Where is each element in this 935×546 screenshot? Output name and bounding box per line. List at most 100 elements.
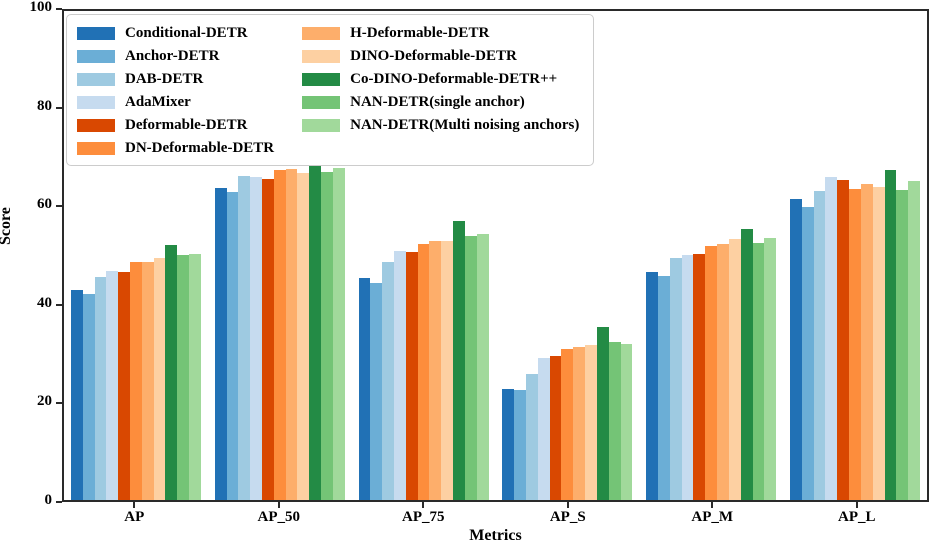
- legend-label: Conditional-DETR: [125, 25, 248, 41]
- bar: [297, 173, 310, 500]
- bar: [309, 160, 322, 500]
- bars: [70, 11, 201, 500]
- legend-item: NAN-DETR(Multi noising anchors): [302, 116, 579, 135]
- x-tick-label: AP_S: [549, 509, 586, 525]
- bar: [646, 272, 659, 500]
- bar: [238, 176, 251, 500]
- bar-group-ap_s: [495, 11, 639, 500]
- x-tick-mark: [422, 502, 425, 508]
- bar: [837, 179, 850, 500]
- legend-item: Conditional-DETR: [77, 24, 274, 43]
- bar: [908, 180, 920, 500]
- bar: [596, 327, 609, 500]
- bar: [813, 191, 826, 500]
- bar: [825, 177, 838, 500]
- bar: [394, 251, 406, 500]
- x-tick-ap_m: AP_M: [640, 502, 785, 532]
- bar: [129, 262, 142, 500]
- bars: [214, 11, 345, 500]
- legend-item: H-Deformable-DETR: [302, 24, 579, 43]
- legend-label: DN-Deformable-DETR: [125, 140, 275, 156]
- y-tick-label: 0: [44, 492, 53, 508]
- x-axis-title: Metrics: [469, 527, 522, 544]
- bar: [790, 199, 802, 500]
- x-tick-label: AP: [124, 509, 145, 525]
- legend-swatch-icon: [77, 73, 115, 86]
- bars: [502, 11, 633, 500]
- legend-label: AdaMixer: [125, 94, 191, 110]
- bar: [658, 275, 670, 500]
- bar: [358, 278, 371, 500]
- y-tick-mark: [56, 402, 62, 405]
- bar: [801, 206, 814, 500]
- bar: [141, 261, 154, 500]
- legend-item: DAB-DETR: [77, 70, 274, 89]
- legend-item: AdaMixer: [77, 93, 274, 112]
- bar: [165, 245, 178, 500]
- y-tick-mark: [56, 106, 62, 109]
- y-tick-label: 80: [37, 97, 52, 114]
- bar-groups-container: [64, 11, 927, 500]
- bar: [514, 390, 527, 500]
- legend-swatch-icon: [302, 50, 341, 63]
- bar: [896, 189, 909, 500]
- bar: [693, 253, 706, 500]
- bar: [728, 239, 741, 500]
- bar: [82, 294, 95, 500]
- legend-swatch-icon: [77, 50, 115, 63]
- bar-group-ap: [64, 11, 208, 500]
- bar: [285, 168, 298, 500]
- bar: [608, 341, 621, 500]
- bar: [884, 170, 897, 500]
- chart-legend: Conditional-DETR Anchor-DETR DAB-DETR AdaMi…: [66, 14, 595, 166]
- bar: [118, 271, 130, 500]
- legend-label: H-Deformable-DETR: [350, 25, 490, 41]
- x-tick-mark: [133, 502, 136, 508]
- bar: [526, 373, 538, 500]
- bar: [177, 255, 190, 500]
- bar: [189, 253, 201, 500]
- bar: [250, 177, 262, 500]
- x-tick-mark: [855, 502, 858, 508]
- legend-label: NAN-DETR(Multi noising anchors): [350, 117, 580, 133]
- bar-group-ap_50: [208, 11, 352, 500]
- x-tick-mark: [711, 502, 714, 508]
- bar: [669, 258, 682, 500]
- bar-group-ap_75: [352, 11, 496, 500]
- bar: [464, 235, 477, 500]
- legend-item: DINO-Deformable-DETR: [302, 47, 579, 66]
- legend-swatch-icon: [77, 142, 115, 155]
- bar: [502, 389, 515, 500]
- x-tick-ap: AP: [62, 502, 207, 532]
- bar: [561, 349, 574, 500]
- legend-label: Co-DINO-Deformable-DETR++: [350, 71, 558, 87]
- bar: [382, 261, 394, 500]
- bar: [717, 243, 729, 500]
- legend-label: DINO-Deformable-DETR: [350, 48, 517, 64]
- y-axis: 0 20 40 60 80 100: [0, 0, 62, 508]
- x-tick-ap_75: AP_75: [351, 502, 496, 532]
- bar: [70, 289, 83, 500]
- legend-swatch-icon: [77, 96, 115, 109]
- bar: [764, 237, 777, 500]
- y-tick-mark: [56, 303, 62, 306]
- bar: [860, 184, 873, 500]
- bar: [94, 277, 107, 500]
- bar: [214, 187, 227, 500]
- x-tick-label: AP_M: [691, 509, 734, 525]
- y-tick-mark: [56, 501, 62, 503]
- y-tick-label: 100: [29, 0, 53, 15]
- legend-label: DAB-DETR: [125, 71, 204, 87]
- x-tick-label: AP_75: [402, 509, 445, 525]
- bar: [332, 168, 345, 500]
- y-tick-label: 60: [37, 196, 52, 213]
- bar: [226, 191, 239, 500]
- legend-item: Co-DINO-Deformable-DETR++: [302, 70, 579, 89]
- x-tick-mark: [566, 502, 569, 508]
- bar: [872, 186, 885, 500]
- x-tick-label: AP_L: [838, 509, 876, 525]
- bar: [549, 356, 562, 500]
- bar: [405, 251, 418, 500]
- legend-item: NAN-DETR(single anchor): [302, 93, 579, 112]
